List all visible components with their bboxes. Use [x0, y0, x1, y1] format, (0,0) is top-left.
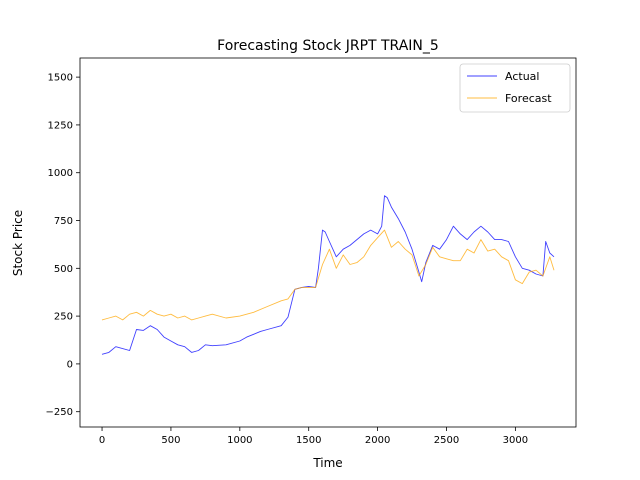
series-layer — [101, 195, 555, 355]
chart-title: Forecasting Stock JRPT TRAIN_5 — [217, 38, 439, 54]
y-tick-label: 0 — [67, 359, 73, 370]
series-line-actual — [101, 195, 555, 355]
x-axis-label: Time — [312, 456, 342, 470]
x-tick-label: 2500 — [434, 435, 459, 446]
y-tick-label: 1000 — [48, 168, 73, 179]
legend-label-actual: Actual — [505, 70, 539, 83]
x-tick-label: 0 — [99, 435, 105, 446]
x-tick-label: 1000 — [227, 435, 252, 446]
ticks-layer: 0 500 1000 1500 2000 2500 3000 −250 0 250 500 750 10… — [46, 73, 529, 446]
y-tick-label: 1250 — [48, 120, 73, 131]
y-axis-label: Stock Price — [11, 210, 25, 276]
x-tick-label: 1500 — [296, 435, 321, 446]
y-tick-label: 1500 — [48, 73, 73, 84]
x-tick-label: 3000 — [503, 435, 528, 446]
y-tick-label: 750 — [54, 216, 73, 227]
y-tick-label: 250 — [54, 312, 73, 323]
y-tick-label: 500 — [54, 264, 73, 275]
legend: Actual Forecast — [459, 63, 571, 113]
series-line-forecast — [101, 229, 555, 321]
plot-frame — [79, 57, 577, 428]
y-tick-label: −250 — [46, 407, 73, 418]
x-tick-label: 500 — [161, 435, 180, 446]
x-tick-label: 2000 — [365, 435, 390, 446]
legend-label-forecast: Forecast — [505, 92, 552, 105]
